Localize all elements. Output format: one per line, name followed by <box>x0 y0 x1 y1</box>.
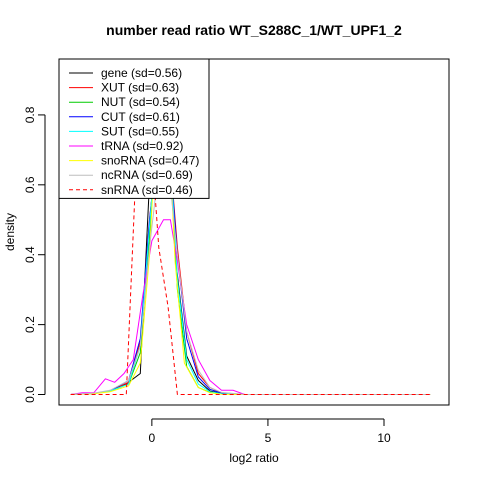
y-tick-label-3: 0.6 <box>23 176 37 193</box>
x-tick-label-0: 0 <box>149 431 156 445</box>
legend-label-3: CUT (sd=0.61) <box>101 110 180 124</box>
y-axis: 0.0 0.2 0.4 0.6 0.8 <box>23 106 46 403</box>
plot-frame <box>58 58 450 406</box>
y-tick-label-1: 0.2 <box>23 316 37 333</box>
legend-label-5: tRNA (sd=0.92) <box>101 139 183 153</box>
chart-title: number read ratio WT_S288C_1/WT_UPF1_2 <box>106 22 402 38</box>
y-tick-label-0: 0.0 <box>23 386 37 403</box>
legend-label-7: ncRNA (sd=0.69) <box>101 168 193 182</box>
y-tick-label-2: 0.4 <box>23 246 37 263</box>
y-axis-label: density <box>3 213 17 251</box>
x-tick-label-1: 5 <box>265 431 272 445</box>
legend-label-1: XUT (sd=0.63) <box>101 81 179 95</box>
legend-label-6: snoRNA (sd=0.47) <box>101 154 199 168</box>
y-tick-label-4: 0.8 <box>23 106 37 123</box>
x-axis-label: log2 ratio <box>229 451 279 465</box>
legend-label-2: NUT (sd=0.54) <box>101 95 180 109</box>
x-axis: 0 5 10 <box>149 418 391 445</box>
legend-label-0: gene (sd=0.56) <box>101 66 182 80</box>
legend-label-8: snRNA (sd=0.46) <box>101 183 193 197</box>
legend-label-4: SUT (sd=0.55) <box>101 124 179 138</box>
x-tick-label-2: 10 <box>377 431 391 445</box>
series-line-5 <box>70 219 431 395</box>
legend: gene (sd=0.56)XUT (sd=0.63)NUT (sd=0.54)… <box>58 58 210 199</box>
